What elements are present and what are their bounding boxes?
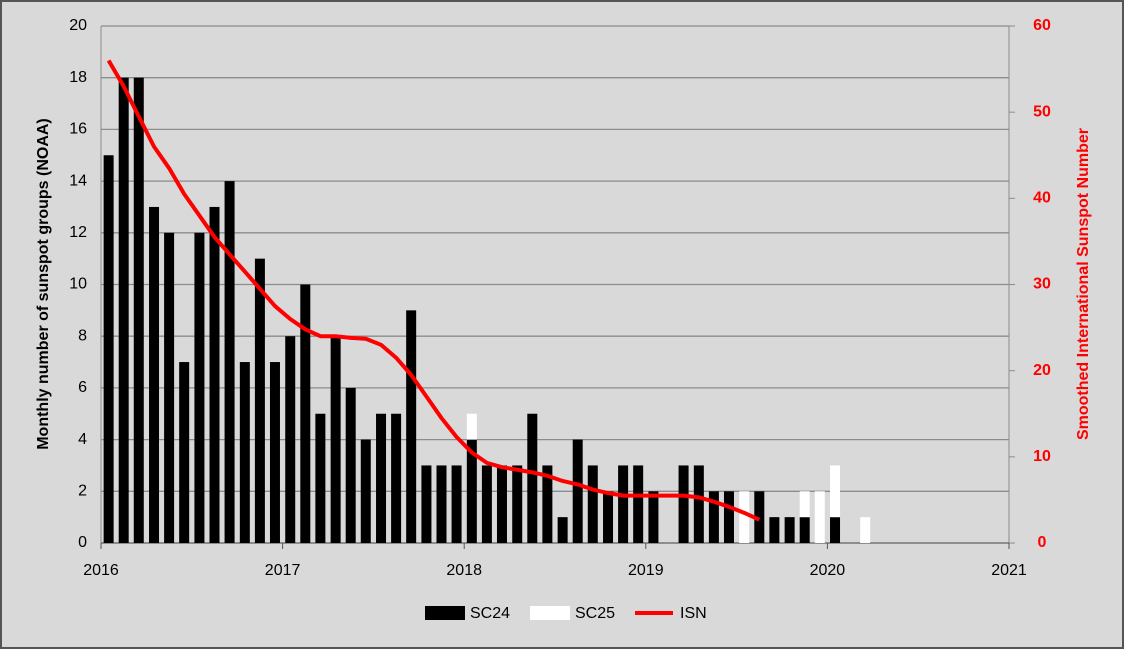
bar [421, 465, 432, 543]
x-tick-label: 2020 [810, 562, 846, 579]
bar [194, 232, 205, 544]
bar [633, 465, 644, 543]
x-tick-label: 2017 [265, 562, 301, 579]
bar [103, 155, 114, 543]
y2-tick-label: 0 [1038, 534, 1047, 551]
bar [466, 413, 477, 440]
bar [345, 387, 356, 543]
y-axis-label: Monthly number of sunspot groups (NOAA) [35, 118, 52, 450]
bar [799, 517, 810, 543]
bar [784, 517, 795, 543]
bar [769, 517, 780, 543]
bar [512, 465, 523, 543]
bar [527, 413, 538, 543]
bar [708, 491, 719, 543]
x-tick-label: 2019 [628, 562, 664, 579]
bar [239, 362, 250, 543]
y-tick-label: 16 [69, 121, 87, 138]
bar [678, 465, 689, 543]
x-tick-label: 2018 [446, 562, 482, 579]
y-tick-label: 6 [78, 379, 87, 396]
y-tick-label: 0 [78, 534, 87, 551]
bar [572, 439, 583, 543]
x-tick-label: 2016 [83, 562, 119, 579]
bar [118, 77, 129, 543]
y2-tick-label: 40 [1033, 190, 1051, 207]
bar [406, 310, 417, 543]
y-tick-label: 2 [78, 483, 87, 500]
bar [269, 362, 280, 543]
bar [451, 465, 462, 543]
bar [587, 465, 598, 543]
bar [285, 336, 296, 543]
bar [648, 491, 659, 543]
line [106, 59, 761, 522]
bar [315, 413, 326, 543]
y-tick-label: 4 [78, 431, 87, 448]
bar [179, 362, 190, 543]
bar [830, 517, 841, 543]
bar [133, 77, 144, 543]
bar [164, 232, 175, 544]
y2-tick-label: 30 [1033, 276, 1051, 293]
y-tick-label: 18 [69, 69, 87, 86]
bar [330, 336, 341, 543]
y-tick-label: 8 [78, 327, 87, 344]
bar [149, 206, 160, 543]
bar [814, 491, 825, 543]
bar [376, 413, 387, 543]
bar [224, 181, 235, 543]
bar [496, 465, 507, 543]
legend-swatch [530, 606, 570, 620]
bar [557, 517, 568, 543]
bar [799, 491, 810, 518]
y2-tick-label: 10 [1033, 448, 1051, 465]
bar [254, 258, 265, 543]
bar [542, 465, 553, 543]
bar [693, 465, 704, 543]
legend-label: ISN [680, 605, 707, 622]
legend-label: SC24 [470, 605, 510, 622]
bar [436, 465, 447, 543]
bar [860, 517, 871, 543]
bar [360, 439, 371, 543]
bar [209, 206, 220, 543]
y-tick-label: 10 [69, 276, 87, 293]
legend-label: SC25 [575, 605, 615, 622]
bar [466, 439, 477, 543]
y2-tick-label: 50 [1033, 103, 1051, 120]
bar [723, 491, 734, 543]
y-tick-label: 12 [69, 224, 87, 241]
y2-tick-label: 60 [1033, 17, 1051, 34]
y2-tick-label: 20 [1033, 362, 1051, 379]
bar [481, 465, 492, 543]
y-tick-label: 20 [69, 17, 87, 34]
bar [739, 491, 750, 543]
legend-swatch [425, 606, 465, 620]
bar [603, 491, 614, 543]
bar [391, 413, 402, 543]
y2-axis-label: Smoothed International Sunspot Number [1075, 128, 1092, 440]
bar [618, 465, 629, 543]
bar [300, 284, 311, 543]
bar [754, 491, 765, 543]
x-tick-label: 2021 [991, 562, 1027, 579]
bar [830, 465, 841, 518]
y-tick-label: 14 [69, 172, 87, 189]
